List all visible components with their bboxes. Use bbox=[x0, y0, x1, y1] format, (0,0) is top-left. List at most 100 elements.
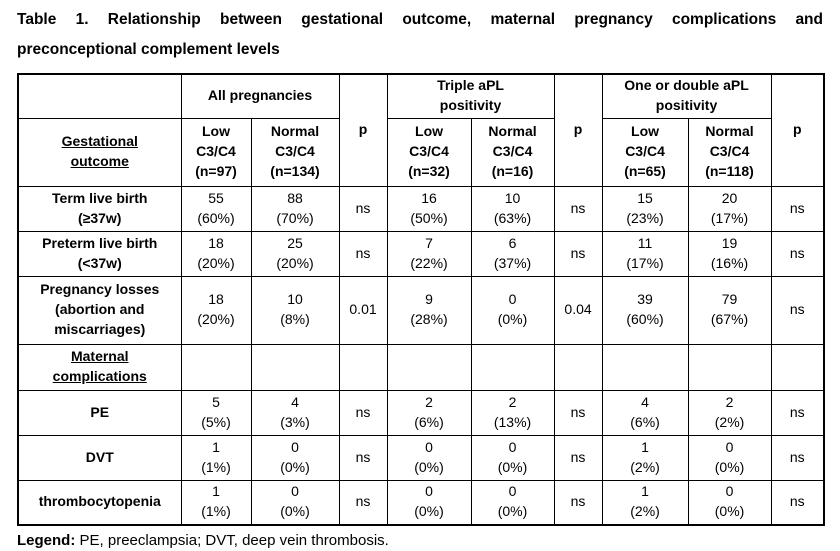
legend-label: Legend: bbox=[17, 532, 76, 549]
p-column-header: p bbox=[338, 73, 388, 187]
p-value-cell: ns bbox=[338, 230, 388, 277]
row-label-cell: Preterm live birth (<37w) bbox=[17, 230, 182, 277]
table-row-preterm-live-birth: Preterm live birth (<37w) 18 (20%) 25 (2… bbox=[17, 230, 825, 277]
data-cell: 20 (17%) bbox=[687, 185, 772, 232]
table-row-pe: PE 5 (5%) 4 (3%) ns 2 (6%) 2 (13%) ns 4 … bbox=[17, 389, 825, 436]
data-cell: 1 (2%) bbox=[601, 434, 689, 481]
p-value-cell: ns bbox=[770, 434, 825, 481]
data-cell: 2 (2%) bbox=[687, 389, 772, 436]
table-title-line2: preconceptional complement levels bbox=[17, 41, 280, 58]
data-cell: 2 (13%) bbox=[470, 389, 555, 436]
data-cell: 18 (20%) bbox=[180, 275, 252, 345]
table-title-line1: Table 1. Relationship between gestationa… bbox=[17, 11, 823, 28]
p-column-header: p bbox=[553, 73, 603, 187]
row-label-cell: DVT bbox=[17, 434, 182, 481]
data-cell: 55 (60%) bbox=[180, 185, 252, 232]
document-page: Table 1. Relationship between gestationa… bbox=[17, 0, 826, 551]
data-cell: 16 (50%) bbox=[386, 185, 472, 232]
table-row-pregnancy-losses: Pregnancy losses (abortion and miscarria… bbox=[17, 275, 825, 345]
subgroup-header-cell: Normal C3/C4 (n=118) bbox=[687, 117, 772, 187]
subgroup-header-cell: Low C3/C4 (n=97) bbox=[180, 117, 252, 187]
p-value-cell: ns bbox=[338, 185, 388, 232]
header-row-subgroups: Gestational outcome Low C3/C4 (n=97) Nor… bbox=[17, 117, 824, 187]
data-cell: 4 (6%) bbox=[601, 389, 689, 436]
data-cell: 1 (1%) bbox=[180, 434, 252, 481]
data-cell: 79 (67%) bbox=[687, 275, 772, 345]
row-header-gestational-outcome: Gestational outcome bbox=[17, 117, 182, 187]
data-cell bbox=[386, 343, 472, 391]
data-cell: 4 (3%) bbox=[250, 389, 340, 436]
p-value-cell: 0.04 bbox=[553, 275, 603, 345]
p-value-cell: ns bbox=[770, 479, 825, 526]
data-cell: 5 (5%) bbox=[180, 389, 252, 436]
table-legend: Legend: PE, preeclampsia; DVT, deep vein… bbox=[17, 530, 823, 551]
p-value-cell: ns bbox=[770, 230, 825, 277]
group-header-one-or-double-apl: One or double aPL positivity bbox=[601, 73, 772, 119]
p-value-cell: ns bbox=[553, 479, 603, 526]
p-value-cell: ns bbox=[553, 185, 603, 232]
subgroup-header-cell: Normal C3/C4 (n=134) bbox=[250, 117, 340, 187]
legend-text: PE, preeclampsia; DVT, deep vein thrombo… bbox=[79, 532, 389, 549]
p-value-cell bbox=[770, 343, 825, 391]
data-cell: 10 (8%) bbox=[250, 275, 340, 345]
data-cell: 0 (0%) bbox=[687, 434, 772, 481]
p-value-cell: ns bbox=[553, 434, 603, 481]
row-label-cell: PE bbox=[17, 389, 182, 436]
section-label-cell: Maternal complications bbox=[17, 343, 182, 391]
data-cell bbox=[250, 343, 340, 391]
corner-cell bbox=[17, 73, 182, 119]
data-cell: 0 (0%) bbox=[470, 434, 555, 481]
data-cell: 88 (70%) bbox=[250, 185, 340, 232]
subgroup-header-cell: Low C3/C4 (n=32) bbox=[386, 117, 472, 187]
p-value-cell bbox=[553, 343, 603, 391]
data-cell: 0 (0%) bbox=[687, 479, 772, 526]
data-cell: 0 (0%) bbox=[250, 479, 340, 526]
p-value-cell: ns bbox=[770, 389, 825, 436]
data-cell: 10 (63%) bbox=[470, 185, 555, 232]
p-value-cell: ns bbox=[553, 389, 603, 436]
row-label-cell: thrombocytopenia bbox=[17, 479, 182, 526]
table-row-dvt: DVT 1 (1%) 0 (0%) ns 0 (0%) 0 (0%) ns 1 … bbox=[17, 434, 825, 481]
group-header-all-pregnancies: All pregnancies bbox=[180, 73, 340, 119]
subgroup-header-cell: Low C3/C4 (n=65) bbox=[601, 117, 689, 187]
p-value-cell: ns bbox=[770, 275, 825, 345]
table-row-thrombocytopenia: thrombocytopenia 1 (1%) 0 (0%) ns 0 (0%)… bbox=[17, 479, 825, 526]
data-cell: 25 (20%) bbox=[250, 230, 340, 277]
table-row-maternal-complications: Maternal complications bbox=[17, 343, 825, 391]
p-value-cell: ns bbox=[338, 389, 388, 436]
p-value-cell: 0.01 bbox=[338, 275, 388, 345]
data-cell bbox=[180, 343, 252, 391]
data-cell bbox=[601, 343, 689, 391]
data-cell bbox=[687, 343, 772, 391]
data-cell: 0 (0%) bbox=[470, 275, 555, 345]
p-value-cell bbox=[338, 343, 388, 391]
data-cell: 0 (0%) bbox=[250, 434, 340, 481]
data-cell: 7 (22%) bbox=[386, 230, 472, 277]
data-cell: 19 (16%) bbox=[687, 230, 772, 277]
subgroup-header-cell: Normal C3/C4 (n=16) bbox=[470, 117, 555, 187]
results-table: All pregnancies p Triple aPL positivity … bbox=[17, 73, 826, 526]
header-row-groups: All pregnancies p Triple aPL positivity … bbox=[17, 73, 825, 187]
row-label-cell: Pregnancy losses (abortion and miscarria… bbox=[17, 275, 182, 345]
data-cell: 6 (37%) bbox=[470, 230, 555, 277]
data-cell: 2 (6%) bbox=[386, 389, 472, 436]
p-value-cell: ns bbox=[553, 230, 603, 277]
data-cell: 15 (23%) bbox=[601, 185, 689, 232]
p-value-cell: ns bbox=[338, 434, 388, 481]
data-cell: 39 (60%) bbox=[601, 275, 689, 345]
data-cell: 1 (2%) bbox=[601, 479, 689, 526]
data-cell: 0 (0%) bbox=[386, 434, 472, 481]
p-value-cell: ns bbox=[338, 479, 388, 526]
table-row-term-live-birth: Term live birth (≥37w) 55 (60%) 88 (70%)… bbox=[17, 185, 825, 232]
data-cell: 1 (1%) bbox=[180, 479, 252, 526]
data-cell bbox=[470, 343, 555, 391]
group-header-triple-apl: Triple aPL positivity bbox=[386, 73, 555, 119]
data-cell: 11 (17%) bbox=[601, 230, 689, 277]
data-cell: 9 (28%) bbox=[386, 275, 472, 345]
p-column-header: p bbox=[770, 73, 825, 187]
p-value-cell: ns bbox=[770, 185, 825, 232]
page-title: Table 1. Relationship between gestationa… bbox=[17, 5, 823, 65]
data-cell: 18 (20%) bbox=[180, 230, 252, 277]
data-cell: 0 (0%) bbox=[470, 479, 555, 526]
data-cell: 0 (0%) bbox=[386, 479, 472, 526]
